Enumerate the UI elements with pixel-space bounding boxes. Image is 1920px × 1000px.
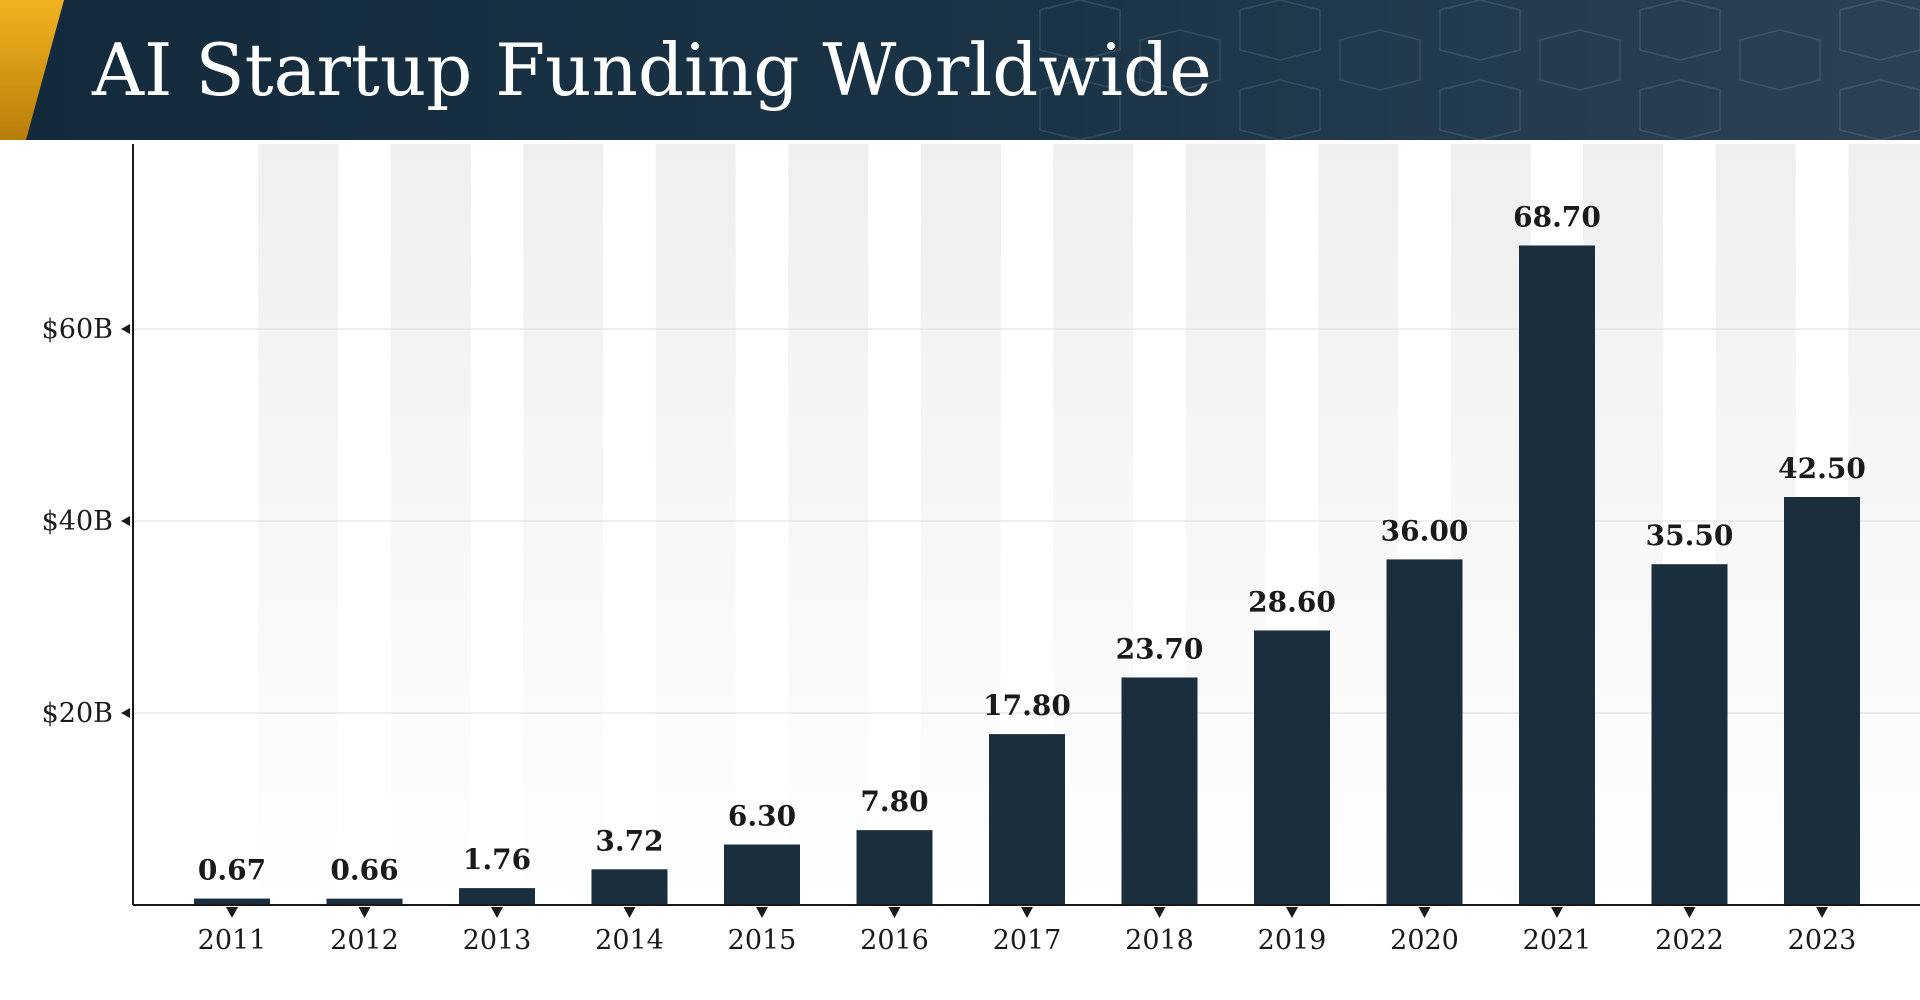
chart-title: AI Startup Funding Worldwide: [92, 28, 1212, 112]
background-stripe: [1583, 144, 1664, 905]
x-tick-label-2011: 2011: [198, 925, 267, 956]
y-tick-marker: [121, 708, 130, 718]
x-tick-label-2012: 2012: [330, 925, 399, 956]
bar-2016: [856, 830, 933, 905]
x-tick-label-2023: 2023: [1788, 925, 1857, 956]
y-tick-label: $20B: [42, 698, 113, 729]
x-tick-label-2019: 2019: [1258, 925, 1327, 956]
background-stripe: [788, 144, 869, 905]
x-tick-label-2014: 2014: [595, 925, 664, 956]
bar-2018: [1121, 677, 1198, 905]
x-tick-marker: [1021, 907, 1033, 918]
data-label-2017: 17.80: [983, 689, 1071, 722]
data-label-2019: 28.60: [1248, 585, 1336, 618]
bar-2019: [1254, 630, 1330, 905]
data-label-2018: 23.70: [1116, 632, 1204, 665]
bar-2023: [1784, 497, 1860, 905]
bar-2014: [591, 869, 668, 905]
bar-2015: [724, 844, 800, 905]
x-tick-label-2020: 2020: [1390, 925, 1459, 956]
x-tick-label-2015: 2015: [728, 925, 797, 956]
x-tick-marker: [623, 907, 636, 918]
chart-canvas: $20B $40B $60B 0.67 2011 0.66 2012 1.76 2013 3.72…: [42, 144, 1920, 956]
bar-2022: [1651, 564, 1728, 905]
background-stripe: [258, 144, 339, 905]
x-tick-marker: [1683, 907, 1696, 918]
data-label-2014: 3.72: [595, 824, 663, 857]
labels: $20B $40B $60B 0.67 2011 0.66 2012 1.76 2013 3.72…: [42, 200, 1866, 956]
x-tick-marker: [1816, 907, 1828, 918]
background-stripe: [1053, 144, 1134, 905]
x-tick-marker: [1551, 907, 1563, 918]
background-stripe: [1848, 144, 1920, 905]
background-stripe: [1715, 144, 1796, 905]
y-tick-marker: [121, 516, 130, 526]
bar-2021: [1519, 245, 1595, 906]
data-label-2021: 68.70: [1513, 200, 1601, 233]
bar-2013: [459, 888, 535, 905]
x-tick-marker: [756, 907, 768, 918]
background-stripe: [1185, 144, 1266, 905]
x-tick-label-2021: 2021: [1523, 925, 1592, 956]
y-tick-label: $40B: [42, 506, 113, 537]
data-label-2022: 35.50: [1646, 519, 1734, 552]
data-label-2012: 0.66: [330, 854, 398, 887]
background-stripe: [390, 144, 471, 905]
y-tick-label: $60B: [42, 314, 113, 345]
background-stripe: [1318, 144, 1399, 905]
gridlines: [133, 328, 1920, 714]
x-tick-label-2017: 2017: [993, 925, 1062, 956]
x-tick-label-2018: 2018: [1125, 925, 1194, 956]
background-stripe: [1450, 144, 1531, 905]
bar-2012: [326, 898, 403, 905]
chart-header: AI Startup Funding Worldwide: [0, 0, 1920, 140]
axes: [121, 144, 1920, 918]
background-stripe: [655, 144, 736, 905]
data-label-2020: 36.00: [1381, 514, 1469, 547]
bar-2020: [1386, 559, 1463, 905]
x-tick-marker: [1418, 907, 1431, 918]
bar-2011: [194, 898, 270, 905]
x-tick-marker: [358, 907, 371, 918]
data-label-2011: 0.67: [198, 854, 266, 887]
background-stripe: [920, 144, 1001, 905]
data-label-2023: 42.50: [1778, 452, 1866, 485]
x-tick-label-2022: 2022: [1655, 925, 1724, 956]
background-stripes: [258, 144, 1920, 905]
header-accent-stripe: [0, 0, 64, 140]
x-tick-marker: [888, 907, 901, 918]
data-label-2013: 1.76: [463, 843, 531, 876]
bar-2017: [989, 734, 1065, 905]
x-tick-marker: [1153, 907, 1166, 918]
x-tick-marker: [491, 907, 503, 918]
x-tick-label-2013: 2013: [463, 925, 532, 956]
x-tick-label-2016: 2016: [860, 925, 929, 956]
bars: [194, 245, 1860, 906]
x-tick-marker: [1286, 907, 1298, 918]
data-label-2016: 7.80: [860, 785, 928, 818]
hexagon-pattern: [1039, 0, 1920, 140]
y-tick-marker: [121, 324, 130, 334]
data-label-2015: 6.30: [728, 800, 796, 833]
x-tick-marker: [226, 907, 238, 918]
bar-chart: $20B $40B $60B 0.67 2011 0.66 2012 1.76 2013 3.72…: [0, 140, 1920, 1000]
background-stripe: [523, 144, 604, 905]
